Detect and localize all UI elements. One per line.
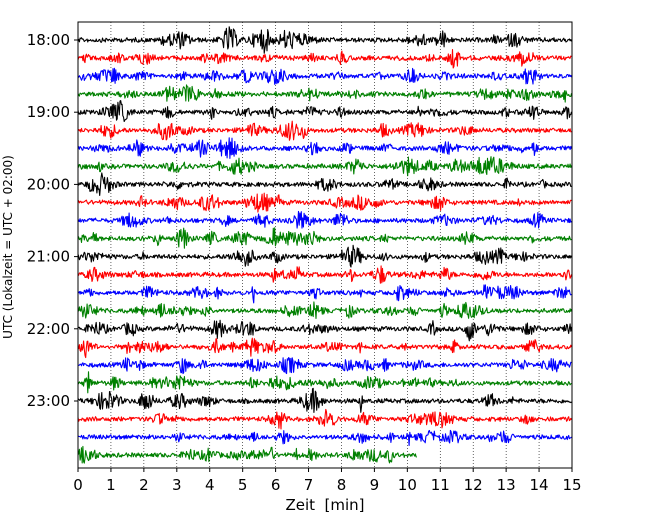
trace-2145 bbox=[77, 301, 573, 319]
trace-1945 bbox=[77, 156, 573, 177]
trace-2000 bbox=[77, 172, 572, 196]
trace-2030 bbox=[77, 210, 572, 229]
x-tick-label: 14 bbox=[530, 476, 549, 494]
x-tick-label: 12 bbox=[464, 476, 483, 494]
x-axis-label: Zeit [min] bbox=[285, 496, 364, 514]
trace-2345 bbox=[77, 445, 417, 464]
x-axis-ticks: 0 1 2 3 4 5 6 7 8 9 10 11 12 13 14 15 bbox=[73, 468, 582, 494]
x-tick-label: 7 bbox=[304, 476, 314, 494]
x-tick-label: 5 bbox=[238, 476, 248, 494]
y-tick-label: 22:00 bbox=[27, 320, 70, 338]
y-tick-label: 19:00 bbox=[27, 103, 70, 121]
trace-1915 bbox=[77, 120, 572, 141]
x-tick-label: 1 bbox=[106, 476, 116, 494]
y-tick-label: 21:00 bbox=[27, 248, 70, 266]
trace-2015 bbox=[77, 192, 572, 213]
plot-frame bbox=[77, 21, 573, 469]
trace-2045 bbox=[77, 227, 572, 249]
trace-2300 bbox=[77, 387, 572, 413]
trace-2245 bbox=[77, 371, 572, 394]
x-tick-label: 4 bbox=[205, 476, 215, 494]
trace-1815 bbox=[77, 49, 572, 69]
trace-1900 bbox=[77, 100, 573, 123]
trace-1800 bbox=[77, 26, 573, 54]
y-axis-label: UTC (Lokalzeit = UTC + 02:00) bbox=[1, 155, 15, 339]
x-tick-label: 13 bbox=[497, 476, 516, 494]
trace-1830 bbox=[77, 67, 573, 85]
y-axis-ticks: 18:00 19:00 20:00 21:00 22:00 23:00 bbox=[27, 31, 78, 410]
y-tick-label: 18:00 bbox=[27, 31, 70, 49]
trace-group bbox=[77, 26, 573, 464]
x-tick-label: 0 bbox=[73, 476, 83, 494]
trace-2200 bbox=[77, 319, 573, 342]
x-tick-label: 8 bbox=[337, 476, 347, 494]
vertical-grid bbox=[110, 22, 540, 468]
trace-1845 bbox=[77, 84, 573, 103]
x-tick-label: 11 bbox=[431, 476, 450, 494]
x-tick-label: 10 bbox=[398, 476, 417, 494]
trace-2330 bbox=[77, 429, 572, 447]
x-tick-label: 6 bbox=[271, 476, 281, 494]
trace-2130 bbox=[77, 284, 572, 304]
x-tick-label: 2 bbox=[139, 476, 149, 494]
trace-1930 bbox=[77, 137, 573, 159]
x-tick-label: 9 bbox=[370, 476, 380, 494]
y-tick-label: 23:00 bbox=[27, 392, 70, 410]
trace-2100 bbox=[77, 244, 573, 268]
trace-2315 bbox=[77, 408, 572, 430]
trace-2115 bbox=[77, 265, 573, 284]
x-tick-label: 3 bbox=[172, 476, 182, 494]
y-tick-label: 20:00 bbox=[27, 175, 70, 193]
trace-2230 bbox=[77, 357, 572, 375]
x-tick-label: 15 bbox=[562, 476, 581, 494]
trace-2215 bbox=[77, 337, 573, 359]
